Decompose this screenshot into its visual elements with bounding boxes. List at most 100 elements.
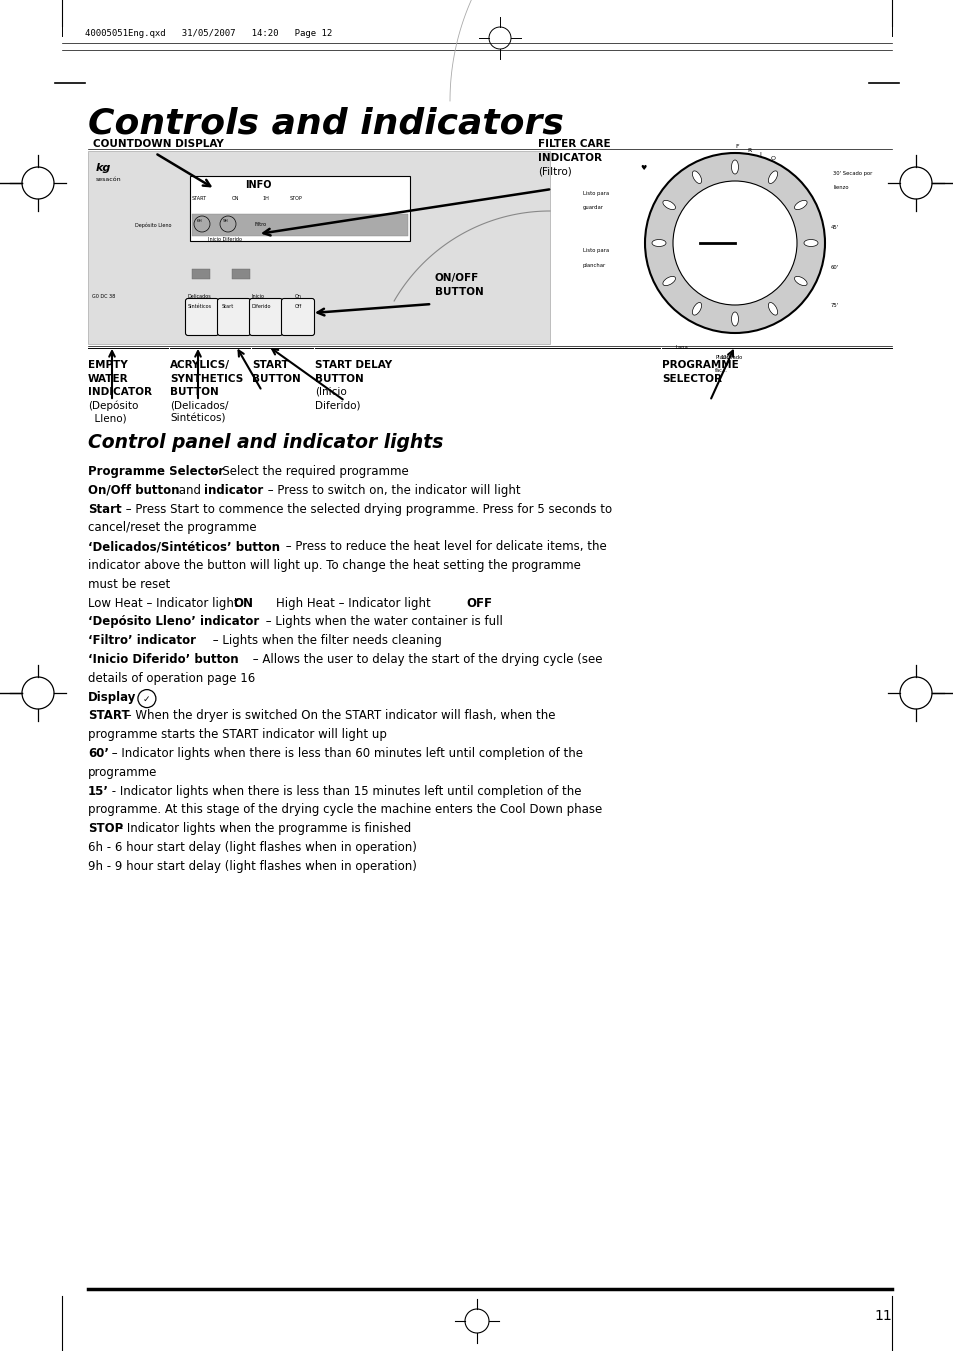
FancyBboxPatch shape: [192, 213, 408, 236]
Text: COUNTDOWN DISPLAY: COUNTDOWN DISPLAY: [92, 139, 224, 149]
Text: programme. At this stage of the drying cycle the machine enters the Cool Down ph: programme. At this stage of the drying c…: [88, 804, 601, 816]
FancyBboxPatch shape: [250, 299, 282, 335]
Ellipse shape: [692, 170, 700, 184]
Text: Controls and indicators: Controls and indicators: [88, 105, 563, 141]
Text: fác...: fác...: [714, 367, 727, 373]
Text: EMPTY: EMPTY: [88, 359, 128, 370]
Text: Diferido): Diferido): [314, 400, 360, 411]
Ellipse shape: [662, 200, 675, 209]
Text: ‘Inicio Diferido’ button: ‘Inicio Diferido’ button: [88, 653, 238, 666]
Text: WATER: WATER: [88, 373, 129, 384]
Text: – When the dryer is switched On the START indicator will flash, when the: – When the dryer is switched On the STAR…: [121, 709, 555, 723]
Text: F: F: [734, 145, 738, 149]
Text: BUTTON: BUTTON: [170, 386, 218, 397]
Text: indicator: indicator: [204, 484, 263, 497]
FancyBboxPatch shape: [232, 269, 250, 280]
Text: cancel/reset the programme: cancel/reset the programme: [88, 521, 256, 535]
Text: BUTTON: BUTTON: [435, 286, 483, 297]
Text: Inicio: Inicio: [252, 295, 265, 299]
FancyBboxPatch shape: [281, 299, 314, 335]
FancyBboxPatch shape: [88, 151, 550, 345]
FancyBboxPatch shape: [190, 176, 410, 240]
Text: BUTTON: BUTTON: [252, 373, 300, 384]
Text: (Filtro): (Filtro): [537, 168, 571, 177]
Text: 1H: 1H: [262, 196, 269, 201]
Text: ON: ON: [232, 196, 239, 201]
Text: SELECTOR: SELECTOR: [661, 373, 721, 384]
Text: – Lights when the filter needs cleaning: – Lights when the filter needs cleaning: [209, 634, 441, 647]
Text: ON/OFF: ON/OFF: [435, 273, 478, 282]
Circle shape: [644, 153, 824, 332]
Text: Inicio Diferido: Inicio Diferido: [208, 236, 242, 242]
Text: – Allows the user to delay the start of the drying cycle (see: – Allows the user to delay the start of …: [249, 653, 601, 666]
Text: SYNTHETICS: SYNTHETICS: [170, 373, 243, 384]
Text: Planchado: Planchado: [714, 355, 741, 359]
Text: Lleno): Lleno): [88, 413, 127, 424]
Text: - Indicator lights when the programme is finished: - Indicator lights when the programme is…: [114, 823, 411, 835]
Text: Listo para: Listo para: [582, 190, 608, 196]
Text: guardar: guardar: [582, 205, 603, 209]
Text: 40005051Eng.qxd   31/05/2007   14:20   Page 12: 40005051Eng.qxd 31/05/2007 14:20 Page 12: [85, 28, 332, 38]
Text: 6H: 6H: [196, 219, 202, 223]
Text: Start: Start: [88, 503, 121, 516]
Text: START DELAY: START DELAY: [314, 359, 392, 370]
Text: – Select the required programme: – Select the required programme: [209, 465, 408, 478]
Text: ✓: ✓: [143, 694, 151, 704]
Text: 9H: 9H: [223, 219, 229, 223]
Text: R: R: [746, 149, 750, 153]
Text: INFO: INFO: [245, 180, 272, 190]
Text: STOP: STOP: [88, 823, 123, 835]
Text: OFF: OFF: [466, 597, 493, 609]
Ellipse shape: [731, 312, 738, 326]
Text: 6h - 6 hour start delay (light flashes when in operation): 6h - 6 hour start delay (light flashes w…: [88, 842, 416, 854]
Text: INDICATOR: INDICATOR: [537, 153, 601, 163]
Text: programme starts the START indicator will light up: programme starts the START indicator wil…: [88, 728, 387, 742]
Text: 120': 120': [720, 355, 731, 359]
Text: sesacón: sesacón: [96, 177, 121, 182]
Text: (Delicados/: (Delicados/: [170, 400, 229, 411]
Text: PROGRAMME: PROGRAMME: [661, 359, 738, 370]
Text: lienzo: lienzo: [832, 185, 847, 190]
Text: High Heat – Indicator light: High Heat – Indicator light: [246, 597, 435, 609]
Text: On/Off button: On/Off button: [88, 484, 179, 497]
Text: 45': 45': [830, 226, 839, 230]
Ellipse shape: [662, 277, 675, 285]
Text: Delicados: Delicados: [188, 295, 212, 299]
Text: – Press Start to commence the selected drying programme. Press for 5 seconds to: – Press Start to commence the selected d…: [121, 503, 611, 516]
Ellipse shape: [803, 239, 817, 246]
Text: and: and: [175, 484, 205, 497]
Text: START: START: [88, 709, 130, 723]
Text: ‘Depósito Lleno’ indicator: ‘Depósito Lleno’ indicator: [88, 616, 259, 628]
Text: Control panel and indicator lights: Control panel and indicator lights: [88, 434, 443, 453]
Text: programme: programme: [88, 766, 157, 778]
Text: – Indicator lights when there is less than 60 minutes left until completion of t: – Indicator lights when there is less th…: [108, 747, 582, 761]
Text: Sintéticos): Sintéticos): [170, 413, 225, 424]
Text: O: O: [770, 155, 775, 161]
Text: ‘Delicados/Sintéticos’ button: ‘Delicados/Sintéticos’ button: [88, 540, 280, 553]
Text: kg: kg: [96, 163, 112, 173]
Text: – Press to reduce the heat level for delicate items, the: – Press to reduce the heat level for del…: [282, 540, 606, 553]
Text: Lana: Lana: [675, 345, 687, 350]
Text: BUTTON: BUTTON: [314, 373, 363, 384]
Text: ‘Filtro’ indicator: ‘Filtro’ indicator: [88, 634, 195, 647]
Text: On: On: [294, 295, 301, 299]
Text: Listo para: Listo para: [582, 249, 608, 253]
Ellipse shape: [794, 277, 806, 285]
Text: 11: 11: [873, 1309, 891, 1323]
Text: details of operation page 16: details of operation page 16: [88, 671, 255, 685]
Ellipse shape: [731, 159, 738, 174]
Text: START: START: [192, 196, 207, 201]
FancyBboxPatch shape: [217, 299, 251, 335]
Text: 60': 60': [830, 265, 839, 270]
Text: Programme Selector: Programme Selector: [88, 465, 224, 478]
Text: – Press to switch on, the indicator will light: – Press to switch on, the indicator will…: [264, 484, 520, 497]
Text: Depósito Lleno: Depósito Lleno: [135, 222, 172, 227]
Text: planchar: planchar: [582, 263, 605, 267]
Text: G0 DC 38: G0 DC 38: [91, 295, 115, 299]
Ellipse shape: [651, 239, 665, 246]
Text: ♥: ♥: [639, 165, 645, 172]
Text: Off: Off: [294, 304, 302, 309]
Text: Start: Start: [222, 304, 234, 309]
Text: 9h - 9 hour start delay (light flashes when in operation): 9h - 9 hour start delay (light flashes w…: [88, 859, 416, 873]
Text: ON: ON: [233, 597, 253, 609]
